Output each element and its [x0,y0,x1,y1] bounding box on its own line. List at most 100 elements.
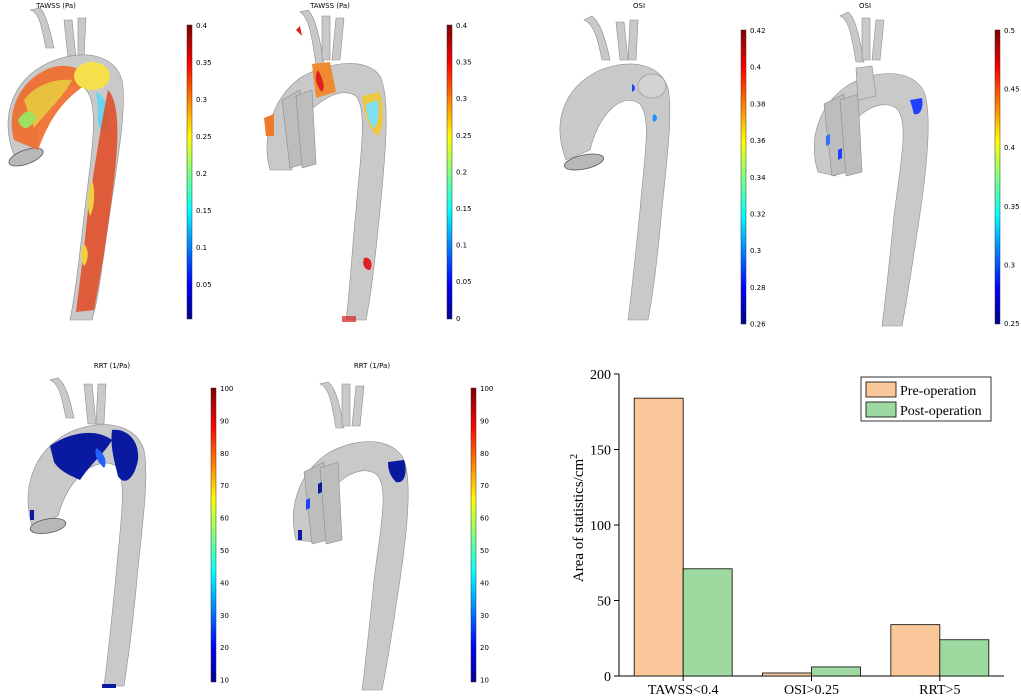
colorbar-tick-label: 0.35 [1004,203,1020,211]
panel-title: OSI [633,2,645,10]
colorbar-tick-label: 30 [480,612,489,620]
colorbar-tick-label: 0.05 [196,281,212,289]
y-tick-label: 50 [597,595,611,610]
colorbar [186,24,193,320]
colorbar-tick-label: 20 [220,644,229,652]
chart-axes: 0 50 100 150 200 TAWSS<0.4 OSI>0.25 RRT>5 [590,368,1004,698]
colorbar-tick-label: 0.25 [1004,320,1020,328]
colorbar-tick-label: 70 [480,482,489,490]
colorbar-ticks: 0.4 0.35 0.3 0.25 0.2 0.15 0.1 0.05 [196,22,212,289]
y-axis-label: Area of statistics/cm2 [569,454,587,582]
colorbar-tick-label: 50 [480,547,489,555]
colorbar-tick-label: 0.25 [196,133,212,141]
colorbar-tick-label: 0.42 [750,27,766,35]
colorbar-tick-label: 0.38 [750,100,766,108]
colorbar-tick-label: 10 [220,677,229,685]
panel-osi-post: OSI 0.5 0.45 0.4 0.35 0.3 0.25 [814,2,1020,328]
colorbar-tick-label: 0.35 [196,59,212,67]
aorta-model [264,9,387,322]
colorbar-tick-label: 0.4 [456,22,468,30]
panel-title: OSI [859,2,871,10]
colorbar-ticks: 0.42 0.4 0.38 0.36 0.34 0.32 0.3 0.28 0.26 [750,27,766,329]
legend-swatch-pre [865,381,897,398]
colorbar-tick-label: 80 [480,450,489,458]
colorbar-tick-label: 50 [220,547,229,555]
y-tick-label: 200 [590,368,611,383]
colorbar-tick-label: 0 [456,315,460,323]
colorbar-tick-label: 0.15 [196,207,212,215]
colorbar-tick-label: 0.3 [456,95,467,103]
colorbar-tick-label: 90 [480,417,489,425]
colorbar-tick-label: 0.1 [196,244,207,252]
colorbar-tick-label: 0.4 [1004,144,1016,152]
colorbar-tick-label: 0.4 [750,64,762,72]
legend-swatch-post [865,401,897,418]
colorbar-tick-label: 0.36 [750,137,766,145]
aorta-model [293,381,409,691]
panel-title: RRT (1/Pa) [94,362,130,370]
colorbar-ticks: 100 90 80 70 60 50 40 30 20 10 [480,385,493,685]
panel-rrt-post: RRT (1/Pa) 100 90 80 70 60 50 40 30 20 10 [293,362,493,691]
colorbar-tick-label: 0.05 [456,278,472,286]
legend: Pre-operation Post-operation [860,376,992,422]
colorbar-tick-label: 0.34 [750,174,766,182]
aorta-model [7,7,124,321]
panel-title: TAWSS (Pa) [35,2,76,10]
colorbar-tick-label: 0.3 [750,247,761,255]
panel-tawss-post: TAWSS (Pa) 0.4 0.35 0.3 0.25 0.2 0.15 0.1 0.05 0 [264,2,472,323]
colorbar [740,29,747,325]
legend-label-post: Post-operation [900,404,982,419]
bar-chart: 0 50 100 150 200 TAWSS<0.4 OSI>0.25 RRT>5 Area … [569,368,1004,698]
colorbar-ticks: 0.4 0.35 0.3 0.25 0.2 0.15 0.1 0.05 0 [456,22,472,323]
panel-title: RRT (1/Pa) [354,362,390,370]
colorbar-tick-label: 40 [220,579,229,587]
aorta-model [559,15,671,321]
y-tick-label: 150 [590,444,611,459]
panel-osi-pre: OSI 0.42 0.4 0.38 0.36 0.34 0.32 0.3 0.28 0.26 [559,2,766,329]
panel-rrt-pre: RRT (1/Pa) 100 90 80 70 60 50 40 30 20 10 [27,362,233,688]
bar-post-0 [682,568,733,677]
colorbar-tick-label: 80 [220,450,229,458]
x-tick-label: TAWSS<0.4 [648,683,719,695]
colorbar-tick-label: 100 [220,385,233,393]
x-tick-label: OSI>0.25 [784,683,839,695]
colorbar-tick-label: 0.25 [456,132,472,140]
y-tick-label: 100 [590,519,611,534]
colorbar [446,24,453,320]
colorbar-tick-label: 30 [220,612,229,620]
aorta-model [27,377,147,688]
colorbar-tick-label: 100 [480,385,493,393]
colorbar-tick-label: 0.3 [196,96,207,104]
colorbar [210,387,217,683]
colorbar-tick-label: 0.4 [196,22,208,30]
colorbar-tick-label: 70 [220,482,229,490]
legend-label-pre: Pre-operation [900,384,976,399]
colorbar-tick-label: 60 [220,515,229,523]
aorta-model [814,11,929,327]
bar-pre-2 [890,624,941,677]
colorbar [994,29,1001,325]
y-tick-label: 0 [604,670,611,685]
bar-pre-1 [762,672,812,677]
bar-pre-0 [633,397,684,677]
colorbar-tick-label: 90 [220,417,229,425]
colorbar-tick-label: 0.1 [456,242,467,250]
colorbar-tick-label: 0.2 [196,170,207,178]
colorbar-ticks: 0.5 0.45 0.4 0.35 0.3 0.25 [1004,27,1020,328]
chart-bars [633,397,990,677]
colorbar [470,387,477,683]
x-tick-label: RRT>5 [919,683,960,695]
bar-post-2 [939,639,990,677]
bar-post-1 [811,666,861,677]
panel-tawss-pre: TAWSS (Pa) 0.4 0.35 0.3 0.25 0.2 0.15 0.1 0.05 [7,2,212,321]
colorbar-tick-label: 0.15 [456,205,472,213]
colorbar-tick-label: 0.28 [750,284,766,292]
colorbar-tick-label: 0.3 [1004,261,1015,269]
colorbar-tick-label: 20 [480,644,489,652]
colorbar-ticks: 100 90 80 70 60 50 40 30 20 10 [220,385,233,685]
colorbar-tick-label: 40 [480,579,489,587]
colorbar-tick-label: 10 [480,677,489,685]
panel-title: TAWSS (Pa) [309,2,350,10]
colorbar-tick-label: 0.5 [1004,27,1015,35]
